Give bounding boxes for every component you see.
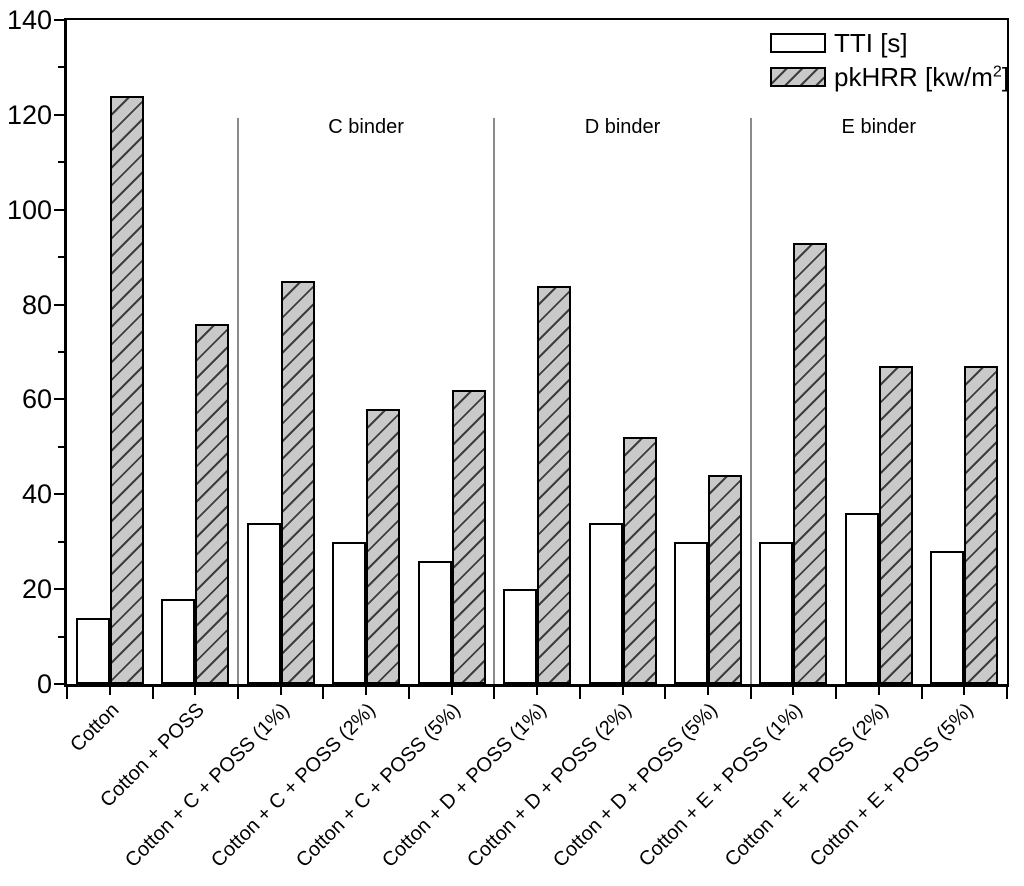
bar-tti-8: [759, 542, 794, 684]
bar-pkhrr-8: [793, 243, 828, 684]
group-label-c-binder: C binder: [328, 116, 404, 138]
x-tick-6: [322, 687, 325, 699]
y-major-tick-60: [54, 398, 64, 401]
legend-label-pkhrr: pkHRR [kw/m2]: [834, 62, 1009, 92]
bar-pkhrr-0: [109, 96, 144, 684]
y-minor-tick-10: [58, 635, 64, 638]
x-tick-9: [450, 687, 453, 695]
y-minor-tick-30: [58, 540, 64, 543]
legend-item-pkhrr: pkHRR [kw/m2]: [770, 62, 1009, 92]
x-tick-19: [877, 687, 880, 695]
x-tick-label-8: Cotton + E + POSS (1%): [634, 699, 807, 871]
bar-tti-6: [588, 523, 623, 684]
bar-pkhrr-10: [964, 366, 999, 684]
section-divider-2: [749, 118, 752, 684]
legend: TTI [s] pkHRR [kw/m2]: [770, 28, 1009, 96]
y-minor-tick-110: [58, 161, 64, 164]
bar-tti-4: [417, 561, 452, 684]
legend-label-pkhrr-text: pkHRR [kw/m: [834, 62, 993, 92]
x-tick-label-2: Cotton + C + POSS (1%): [121, 699, 295, 872]
y-tick-label-60: 60: [21, 384, 52, 415]
x-tick-0: [66, 687, 68, 699]
bar-tti-2: [246, 523, 281, 684]
x-tick-5: [279, 687, 282, 695]
x-tick-12: [578, 687, 581, 699]
y-minor-tick-90: [58, 256, 64, 259]
y-tick-label-100: 100: [6, 194, 52, 225]
x-tick-10: [493, 687, 496, 699]
y-major-tick-120: [54, 113, 64, 116]
x-tick-label-0: Cotton: [66, 699, 124, 757]
bar-tti-10: [930, 551, 965, 684]
plot-area: C binder D binder E binder: [64, 18, 1009, 687]
y-tick-label-20: 20: [21, 574, 52, 605]
x-tick-22: [1006, 687, 1008, 699]
x-tick-8: [407, 687, 410, 699]
x-tick-7: [365, 687, 368, 695]
y-major-tick-0: [54, 683, 64, 685]
y-major-tick-40: [54, 493, 64, 496]
bar-pkhrr-3: [366, 409, 401, 684]
x-tick-21: [963, 687, 966, 695]
x-tick-label-7: Cotton + D + POSS (5%): [548, 699, 722, 872]
y-minor-tick-50: [58, 445, 64, 448]
bar-tti-0: [75, 618, 110, 684]
x-tick-16: [749, 687, 752, 699]
x-tick-3: [194, 687, 197, 695]
bar-pkhrr-2: [280, 281, 315, 684]
y-tick-label-40: 40: [21, 479, 52, 510]
bar-pkhrr-4: [451, 390, 486, 684]
section-divider-1: [493, 118, 496, 684]
y-tick-label-120: 120: [6, 99, 52, 130]
y-tick-label-0: 0: [36, 669, 52, 699]
bar-pkhrr-6: [622, 437, 657, 684]
bar-tti-5: [503, 589, 537, 684]
bar-tti-1: [161, 599, 196, 684]
x-tick-label-6: Cotton + D + POSS (2%): [463, 699, 637, 872]
bar-tti-9: [844, 513, 879, 684]
x-tick-20: [920, 687, 923, 699]
x-tick-2: [151, 687, 154, 699]
y-minor-tick-130: [58, 66, 64, 69]
x-tick-17: [792, 687, 795, 695]
legend-swatch-pkhrr: [770, 67, 826, 87]
x-tick-13: [621, 687, 624, 695]
bar-pkhrr-9: [878, 366, 913, 684]
x-tick-18: [835, 687, 838, 699]
y-major-tick-20: [54, 588, 64, 591]
legend-label-tti: TTI [s]: [834, 28, 908, 58]
x-tick-4: [236, 687, 239, 699]
section-divider-0: [236, 118, 239, 684]
legend-item-tti: TTI [s]: [770, 28, 1009, 58]
y-major-tick-140: [54, 19, 64, 21]
x-tick-11: [536, 687, 538, 695]
y-minor-tick-70: [58, 351, 64, 353]
group-label-d-binder: D binder: [584, 116, 661, 138]
x-tick-label-9: Cotton + E + POSS (2%): [720, 699, 893, 871]
bar-tti-3: [332, 542, 367, 684]
y-tick-label-140: 140: [6, 5, 52, 35]
x-tick-label-3: Cotton + C + POSS (2%): [206, 699, 380, 872]
y-major-tick-80: [54, 303, 64, 306]
group-label-e-binder: E binder: [841, 116, 917, 138]
legend-label-pkhrr-close: ]: [1001, 62, 1010, 92]
x-tick-1: [108, 687, 111, 695]
legend-swatch-tti: [770, 33, 826, 53]
bar-pkhrr-5: [537, 286, 571, 684]
legend-label-pkhrr-sup: 2: [992, 62, 1002, 81]
bar-pkhrr-7: [707, 475, 742, 684]
x-tick-label-5: Cotton + D + POSS (1%): [377, 699, 551, 872]
x-tick-15: [706, 687, 709, 695]
bar-tti-7: [673, 542, 708, 684]
x-tick-label-4: Cotton + C + POSS (5%): [292, 699, 466, 872]
x-tick-14: [664, 687, 667, 699]
bar-pkhrr-1: [195, 324, 230, 684]
y-tick-label-80: 80: [21, 289, 52, 320]
y-major-tick-100: [54, 208, 64, 211]
x-tick-label-10: Cotton + E + POSS (5%): [805, 699, 978, 871]
